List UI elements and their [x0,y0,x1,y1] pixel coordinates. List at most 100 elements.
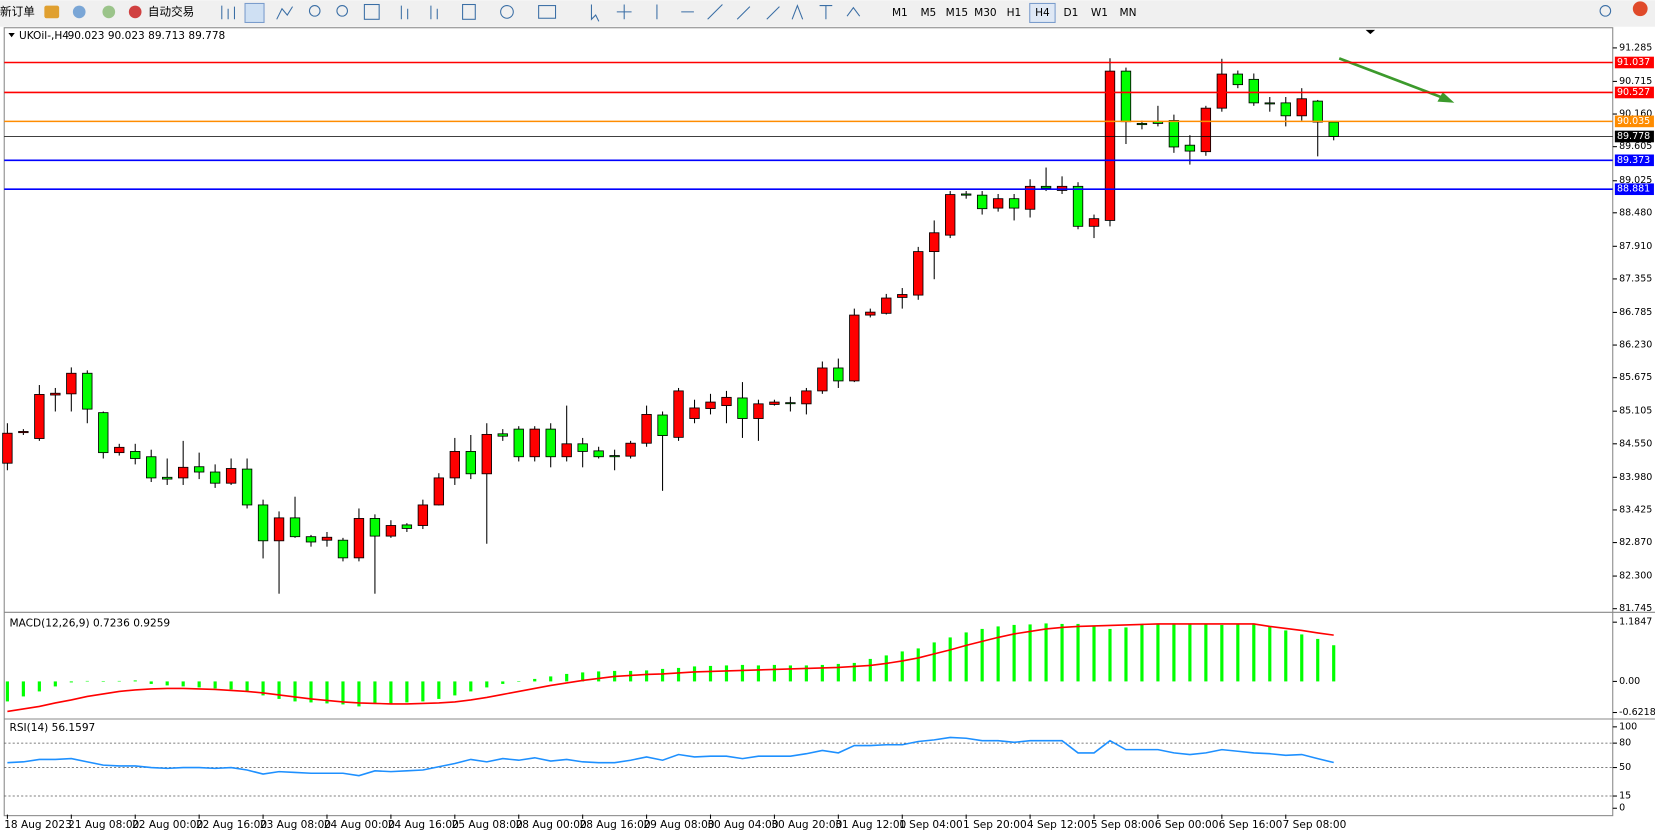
macd-bar [1060,623,1064,682]
macd-bar [1316,638,1320,682]
timeframe-button[interactable]: M15 [946,7,969,19]
rsi-line [7,736,1334,777]
icon[interactable] [500,5,514,19]
y-tick-label: 88.480 [1619,207,1652,218]
macd-bar [421,681,425,702]
active-timeframe [1029,2,1056,23]
icon[interactable] [72,5,86,19]
icon[interactable] [1599,5,1612,17]
timeframe-button[interactable]: M30 [974,7,997,19]
candle-body [673,390,684,438]
macd-bar [69,681,73,683]
y-tick-label: -0.6218 [1619,707,1655,718]
candle-body [577,443,588,452]
y-tick-label: 87.910 [1619,241,1652,252]
candle-body [465,451,476,475]
candle-body [1328,121,1339,137]
icon[interactable] [590,4,780,22]
timeframe-button[interactable]: MN [1119,7,1136,19]
candle-body [2,432,13,464]
candle-body [1232,73,1244,86]
y-tick-label: 85.105 [1619,406,1652,417]
macd-bar [1300,634,1304,682]
macd-bar [868,658,872,682]
icon[interactable] [128,5,142,19]
new-order-button[interactable]: 新订单 [0,4,35,18]
x-tick-label: 24 Aug 16:00 [388,819,459,831]
x-tick-label: 22 Aug 00:00 [132,819,203,831]
tool-icons [221,2,1612,23]
macd-bar [644,670,649,682]
macd-bar [549,676,553,682]
icon[interactable] [336,5,349,17]
icon[interactable] [462,3,476,20]
candle-body [369,518,381,537]
macd-bar [501,681,505,684]
candle-body [609,455,620,458]
macd-bar [85,680,89,682]
timeframe-button[interactable]: M1 [892,7,908,19]
timeframe-button[interactable]: M5 [920,7,936,19]
x-tick-label: 5 Sep 08:00 [1091,819,1155,831]
timeframe-bar: M1 M5 M15 M30 H1 H4 D1 W1 MN [892,2,1136,23]
icon[interactable] [221,5,235,20]
y-tick-label: 81.745 [1619,603,1652,614]
candle-body [753,403,764,419]
candle-body [801,390,812,405]
macd-bar [820,664,824,682]
candle-body [305,536,317,543]
macd-bar [1268,626,1272,682]
macd-bar [565,673,569,682]
x-tick-label: 22 Aug 16:00 [196,819,267,831]
macd-bar [804,665,808,682]
timeframe-button[interactable]: W1 [1091,7,1108,19]
notification-badge[interactable] [1632,1,1648,17]
y-tick-label: 91.285 [1619,42,1652,53]
candle-body [209,471,221,484]
macd-bar [357,681,361,707]
macd-bar [884,655,888,682]
icon[interactable] [244,2,265,23]
macd-bar [660,668,665,682]
candle-body [545,428,556,458]
macd-bar [181,681,185,687]
chart-menu-marker[interactable] [8,33,15,38]
candle-body [976,194,988,210]
level-label: 91.037 [1617,57,1650,68]
timeframe-button[interactable]: D1 [1064,7,1079,19]
macd-bar [277,681,281,699]
icon[interactable] [102,5,116,19]
icon[interactable] [363,3,380,20]
y-tick-label: 84.550 [1619,438,1652,449]
candle-body [321,536,333,541]
icon[interactable] [430,5,438,20]
icon[interactable] [44,5,60,19]
candle-body [98,412,109,454]
icon[interactable] [400,5,409,20]
macd-bar [5,681,9,702]
icon[interactable] [538,5,557,19]
y-tick-label: 100 [1619,721,1637,732]
auto-trading-button[interactable]: 自动交易 [148,4,194,18]
candle-body [417,504,429,526]
macd-bar [1332,645,1336,682]
macd-bar [740,664,745,682]
macd-bar [133,680,137,682]
macd-bar [1044,623,1048,682]
timeframe-button[interactable]: H4 [1035,7,1050,19]
candle-body [657,414,668,437]
macd-bar [293,681,297,702]
candle-body [913,251,924,296]
icon[interactable] [308,5,321,17]
icon[interactable] [276,6,294,20]
macd-bar [1204,624,1208,682]
timeframe-button[interactable]: H1 [1007,7,1022,19]
icon[interactable] [791,4,861,20]
macd-bar [676,667,681,682]
y-tick-label: 0 [1619,803,1625,814]
macd-bar [980,628,984,682]
candle-body [433,477,445,506]
macd-bar [900,651,904,682]
macd-bar [197,681,201,688]
macd-bar [724,665,729,682]
